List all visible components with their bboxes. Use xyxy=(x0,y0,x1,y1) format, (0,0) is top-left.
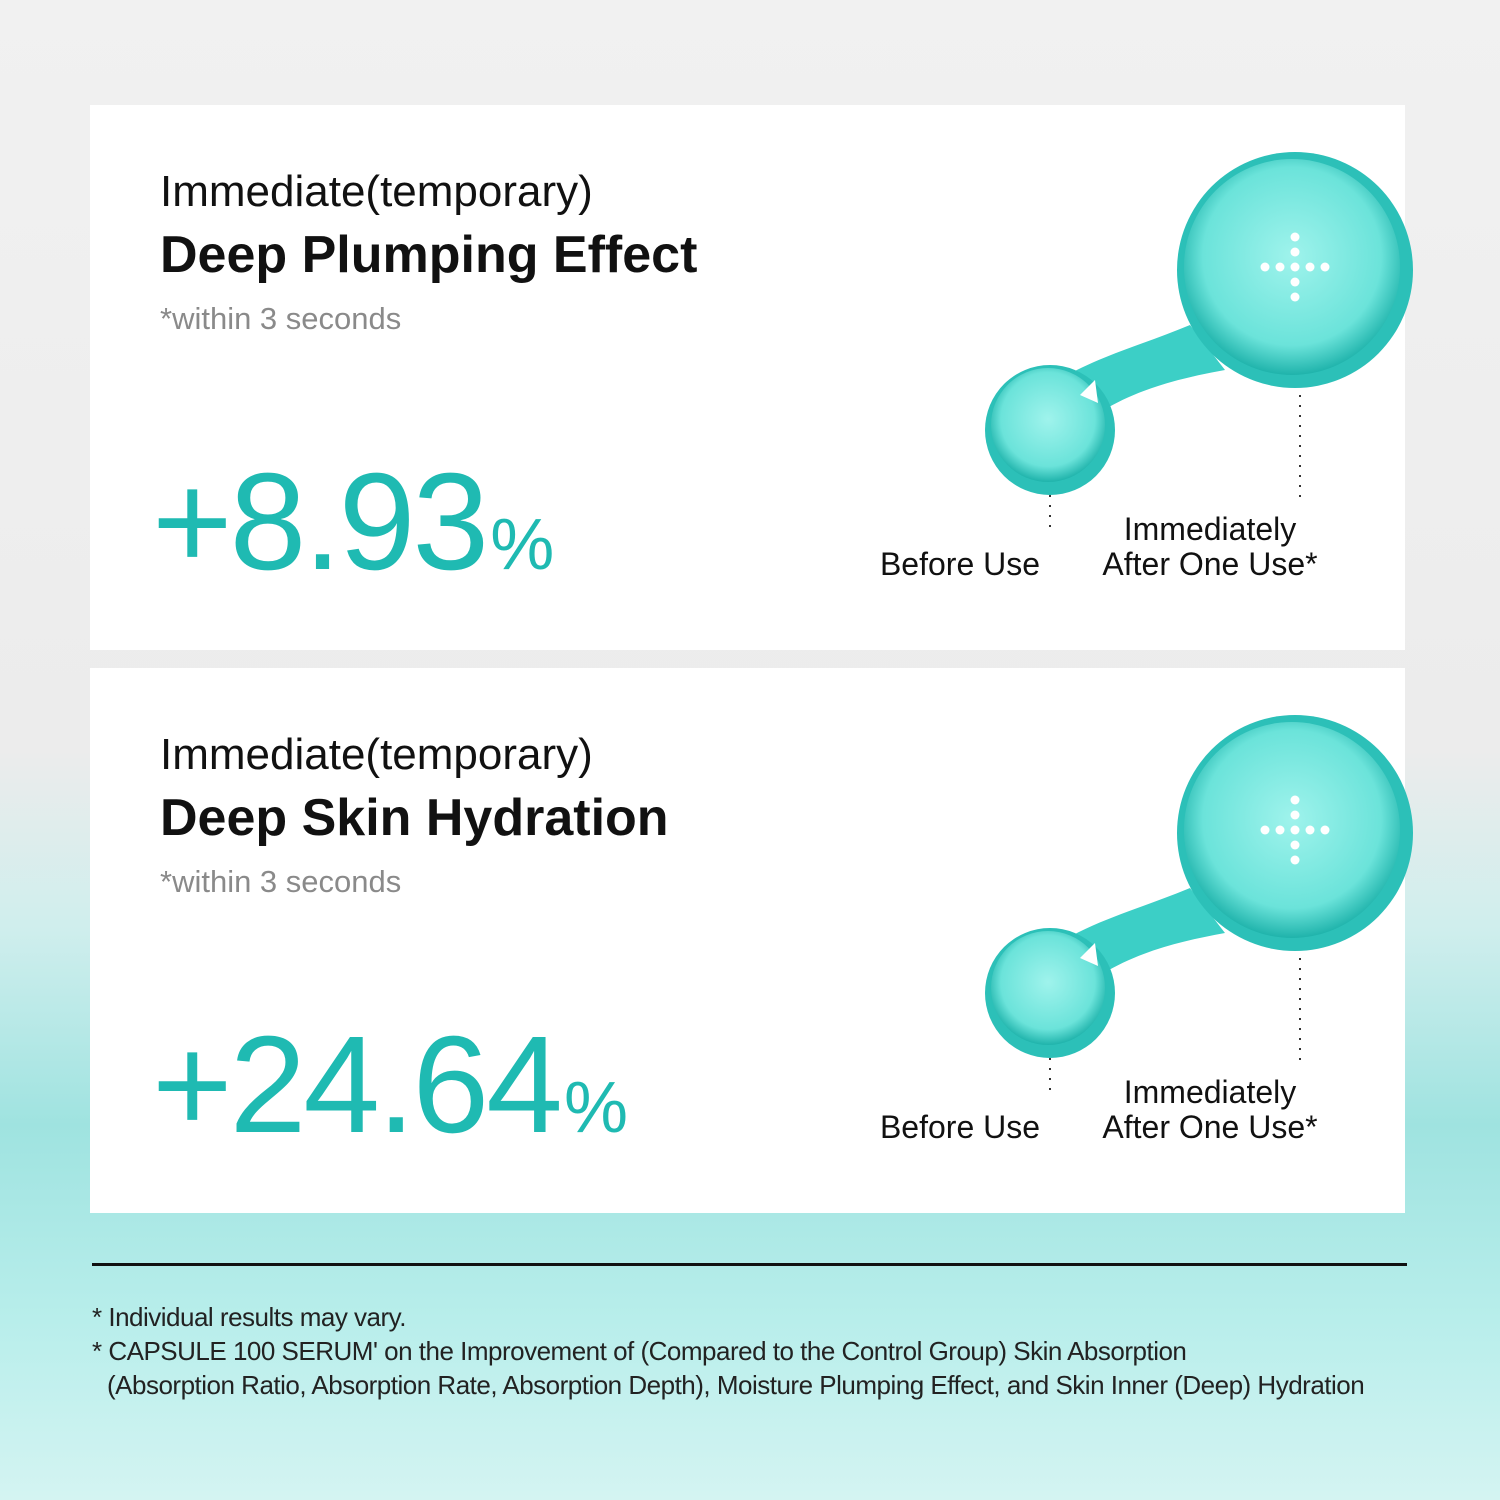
card-subtitle: *within 3 seconds xyxy=(160,301,402,336)
label-after-use: Immediately After One Use* xyxy=(1080,1075,1340,1145)
value-number: +8.93 xyxy=(152,445,489,599)
value-unit: % xyxy=(490,505,555,585)
card-subtitle: *within 3 seconds xyxy=(160,864,402,899)
result-value: +8.93% xyxy=(152,453,554,591)
label-after-line1: Immediately xyxy=(1123,511,1297,547)
label-before-use: Before Use xyxy=(879,1109,1041,1145)
card-title-line1: Immediate(temporary) xyxy=(160,730,593,779)
card-title: Deep Skin Hydration xyxy=(160,789,669,847)
card-title-line1: Immediate(temporary) xyxy=(160,167,593,216)
label-after-use: Immediately After One Use* xyxy=(1080,512,1340,582)
label-after-line2: After One Use* xyxy=(1102,1109,1318,1145)
divider xyxy=(92,1263,1407,1266)
footnote: * CAPSULE 100 SERUM' on the Improvement … xyxy=(92,1336,1187,1366)
value-unit: % xyxy=(563,1068,628,1148)
droplet-illustration xyxy=(985,152,1413,535)
droplet-illustration xyxy=(985,715,1413,1098)
hydration-card: Immediate(temporary) Deep Skin Hydration… xyxy=(90,668,1413,1213)
footnote: * Individual results may vary. xyxy=(92,1302,406,1332)
footnotes: * Individual results may vary. * CAPSULE… xyxy=(92,1300,1365,1402)
label-before-use: Before Use xyxy=(879,546,1041,582)
label-after-line2: After One Use* xyxy=(1102,546,1318,582)
result-value: +24.64% xyxy=(152,1016,628,1154)
label-after-line1: Immediately xyxy=(1123,1074,1297,1110)
plus-icon xyxy=(1260,232,1330,302)
footnote: (Absorption Ratio, Absorption Rate, Abso… xyxy=(107,1370,1365,1400)
plumping-effect-card: Immediate(temporary) Deep Plumping Effec… xyxy=(90,105,1413,650)
value-number: +24.64 xyxy=(152,1008,563,1162)
card-title: Deep Plumping Effect xyxy=(160,226,698,284)
plus-icon xyxy=(1260,795,1330,865)
